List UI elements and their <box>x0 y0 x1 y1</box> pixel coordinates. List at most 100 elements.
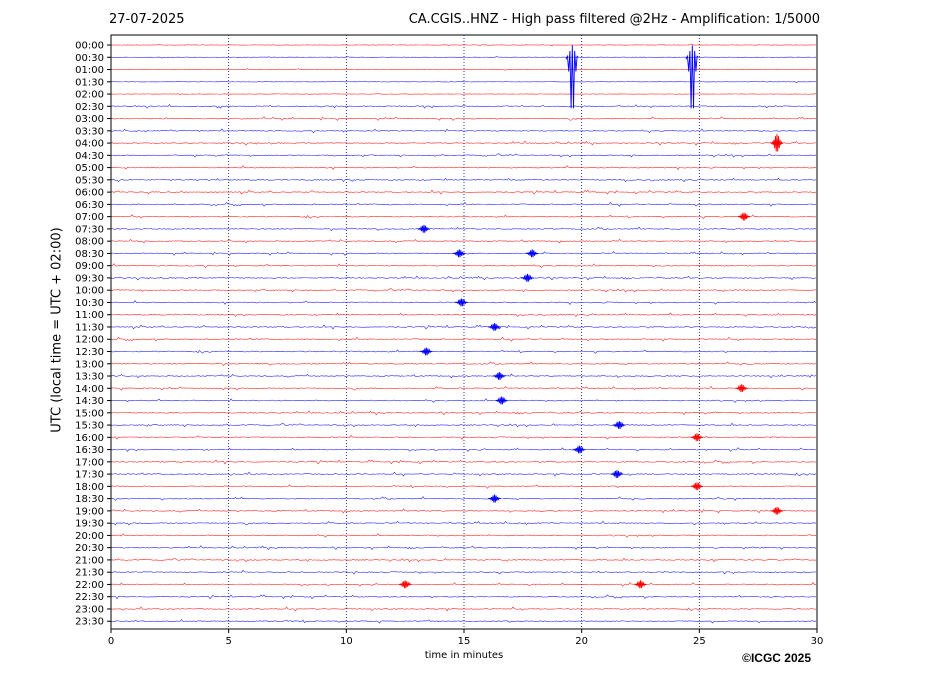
trace-row <box>110 116 817 121</box>
y-tick-label: 11:30 <box>75 322 104 333</box>
event-mark <box>454 298 468 307</box>
trace-row <box>110 398 817 403</box>
event-mark <box>565 45 579 109</box>
y-tick-label: 18:30 <box>75 494 104 505</box>
y-tick-label: 02:00 <box>75 90 104 101</box>
y-tick-label: 07:00 <box>75 212 104 223</box>
y-tick-label: 21:30 <box>75 568 104 579</box>
trace-row <box>110 238 817 244</box>
y-tick-label: 04:30 <box>75 151 104 162</box>
event-mark <box>690 433 704 442</box>
trace-row <box>110 434 817 440</box>
y-tick-label: 09:30 <box>75 273 104 284</box>
trace-row <box>110 619 817 624</box>
trace-row <box>110 312 817 317</box>
event-mark <box>419 347 433 356</box>
trace-row <box>110 153 817 158</box>
trace-row <box>110 349 817 354</box>
chart-title: CA.CGIS..HNZ - High pass filtered @2Hz -… <box>408 12 820 27</box>
trace-row <box>110 471 817 477</box>
trace-row <box>110 557 817 563</box>
trace-row <box>110 606 817 612</box>
trace-row <box>110 459 817 465</box>
y-tick-label: 16:30 <box>75 445 104 456</box>
event-mark <box>452 249 466 258</box>
trace-row <box>110 422 817 428</box>
trace-row <box>110 324 817 330</box>
y-tick-label: 04:00 <box>75 139 104 150</box>
event-mark <box>488 322 501 331</box>
y-tick-label: 23:00 <box>75 604 104 615</box>
trace-row <box>110 275 817 281</box>
event-mark <box>525 249 539 258</box>
trace-row <box>110 68 817 71</box>
x-tick-label: 0 <box>108 636 114 647</box>
trace-row <box>110 484 817 489</box>
y-tick-label: 06:30 <box>75 200 104 211</box>
trace-row <box>110 447 817 452</box>
trace-row <box>111 93 817 96</box>
trace-row <box>110 410 817 416</box>
y-tick-label: 01:00 <box>75 65 104 76</box>
event-mark <box>685 45 699 109</box>
trace-row <box>110 581 817 587</box>
x-tick-label: 15 <box>458 636 471 647</box>
y-tick-label: 12:00 <box>75 335 104 346</box>
x-tick-label: 30 <box>811 636 824 647</box>
trace-row <box>110 128 817 134</box>
y-tick-label: 03:00 <box>75 114 104 125</box>
event-mark <box>737 212 751 221</box>
y-tick-label: 19:00 <box>75 506 104 517</box>
y-tick-label: 13:00 <box>75 359 104 370</box>
trace-row <box>110 226 817 232</box>
y-tick-label: 20:00 <box>75 531 104 542</box>
event-mark <box>488 494 501 503</box>
event-mark <box>492 371 506 380</box>
y-tick-label: 10:00 <box>75 286 104 297</box>
y-tick-label: 08:00 <box>75 237 104 248</box>
y-tick-label: 15:00 <box>75 408 104 419</box>
y-tick-label: 19:30 <box>75 519 104 530</box>
trace-row <box>110 103 817 109</box>
y-tick-label: 16:00 <box>75 433 104 444</box>
trace-row <box>110 214 817 220</box>
trace-row <box>110 177 817 183</box>
trace-row <box>110 165 817 171</box>
event-mark <box>398 580 412 589</box>
event-mark <box>634 580 647 589</box>
y-tick-label: 22:00 <box>75 580 104 591</box>
trace-row <box>110 373 817 379</box>
event-mark <box>610 470 624 478</box>
y-tick-label: 17:00 <box>75 457 104 468</box>
trace-row <box>110 263 817 268</box>
event-mark <box>572 445 586 454</box>
trace-row <box>110 288 817 293</box>
y-tick-label: 14:00 <box>75 384 104 395</box>
y-tick-label: 05:00 <box>75 163 104 174</box>
y-tick-label: 13:30 <box>75 372 104 383</box>
trace-row <box>110 594 817 600</box>
trace-row <box>110 80 817 84</box>
x-tick-label: 5 <box>225 636 231 647</box>
y-tick-label: 10:30 <box>75 298 104 309</box>
trace-row <box>110 569 817 575</box>
event-mark <box>770 506 784 515</box>
y-tick-label: 14:30 <box>75 396 104 407</box>
trace-lines <box>110 43 817 624</box>
trace-row <box>110 533 817 538</box>
y-tick-label: 09:00 <box>75 261 104 272</box>
trace-row <box>110 43 817 47</box>
y-tick-label: 00:30 <box>75 53 104 64</box>
trace-row <box>110 361 817 366</box>
y-tick-label: 05:30 <box>75 175 104 186</box>
event-mark <box>417 224 431 233</box>
trace-row <box>110 55 817 59</box>
event-mark <box>735 384 748 393</box>
y-tick-label: 01:30 <box>75 77 104 88</box>
y-tick-label: 02:30 <box>75 102 104 113</box>
y-tick-label: 20:30 <box>75 543 104 554</box>
y-tick-label: 17:30 <box>75 470 104 481</box>
trace-row <box>110 189 817 195</box>
